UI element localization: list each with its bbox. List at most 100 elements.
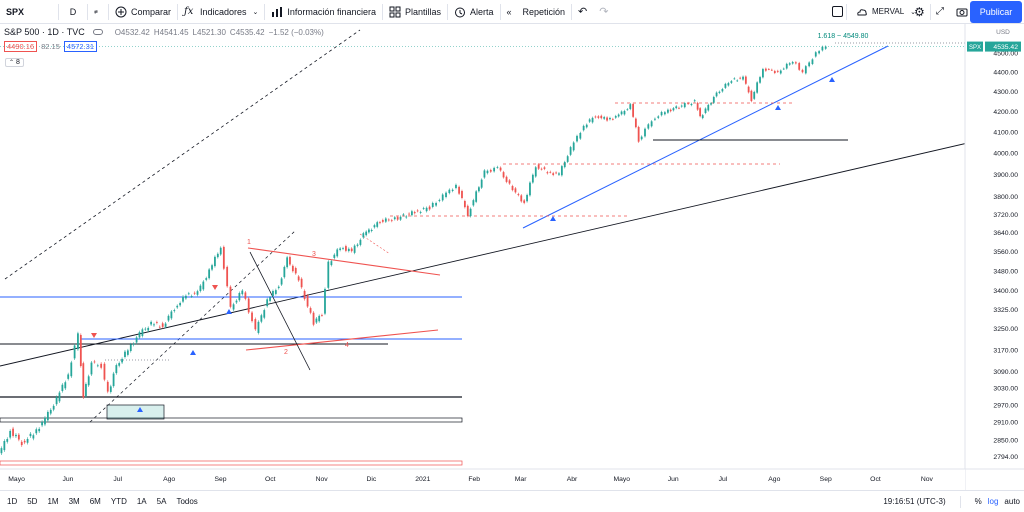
- candle-body: [724, 83, 727, 88]
- indicators-label: Indicadores: [200, 6, 247, 17]
- time-tick-label: Ago: [163, 476, 175, 483]
- settings-button[interactable]: ⚙: [908, 0, 931, 24]
- price-axis[interactable]: USD 2794.00 2850.00 2910.00 2970.00 3030.00 30…: [0, 24, 1024, 490]
- layout-button[interactable]: MERVAL ⌄: [850, 0, 922, 24]
- candle-body: [678, 107, 680, 109]
- time-axis[interactable]: Mayo Jun Jul Ago Sep Oct Nov Dic 2021 Feb Mar Abr Ma…: [0, 468, 1024, 490]
- candle-body: [85, 384, 87, 397]
- compare-label: Comparar: [131, 6, 172, 17]
- replay-button[interactable]: « Repetición: [501, 0, 572, 24]
- candle-body: [274, 290, 277, 294]
- clock-label[interactable]: 19:16:51 (UTC-3): [883, 497, 946, 506]
- price-chart[interactable]: 1 2 3 4 1.618 ~ 4549.80 USD 2794.00 2850.00 291…: [0, 24, 1024, 490]
- candle-body: [294, 268, 297, 274]
- indicator-count-toggle[interactable]: ⌃ 8: [5, 58, 24, 67]
- price-tick-label: 2910.00: [993, 420, 1018, 427]
- candle-body: [537, 164, 540, 169]
- candle-body: [801, 69, 804, 73]
- time-tick-label: Jun: [62, 476, 73, 483]
- chart-type-button[interactable]: [88, 0, 108, 24]
- indicators-button[interactable]: ƒx Indicadores ⌄: [178, 0, 264, 24]
- buy-arrow-icon: [550, 216, 556, 221]
- range-button[interactable]: 6M: [89, 497, 101, 506]
- toolbar-divider: [87, 3, 88, 20]
- candle-body: [321, 315, 323, 316]
- candle-body: [260, 315, 263, 322]
- interval-button[interactable]: D: [59, 0, 87, 24]
- candle-body: [693, 100, 696, 102]
- candle-body: [333, 254, 336, 258]
- candle-body: [582, 125, 585, 131]
- candle-body: [654, 118, 656, 120]
- candle-body: [222, 246, 225, 269]
- price-tick-label: 2970.00: [993, 402, 1018, 409]
- dashed-trend-line: [89, 230, 296, 423]
- candle-body: [35, 429, 38, 434]
- candle-body: [814, 52, 817, 57]
- redo-button[interactable]: ↷: [593, 0, 614, 24]
- publish-button[interactable]: Publicar: [970, 1, 1022, 23]
- candle-body: [38, 428, 41, 432]
- legend-title[interactable]: S&P 500 · 1D · TVC: [4, 27, 85, 37]
- range-button[interactable]: 1A: [136, 497, 147, 506]
- candle-body: [422, 208, 425, 209]
- candle-body: [196, 291, 199, 295]
- ask-price[interactable]: 4572.31: [63, 41, 98, 52]
- percent-toggle[interactable]: %: [974, 497, 982, 506]
- range-button[interactable]: YTD: [110, 497, 127, 506]
- candle-body: [141, 329, 144, 336]
- range-button[interactable]: 1D: [7, 497, 18, 506]
- candle-body: [794, 62, 797, 64]
- wave-label: 1: [247, 239, 251, 246]
- candle-body: [496, 167, 499, 168]
- price-tick-label: 3250.00: [993, 326, 1018, 333]
- symbol-search-button[interactable]: SPX: [0, 0, 58, 24]
- candle-body: [764, 68, 767, 71]
- candle-body: [529, 182, 531, 196]
- undo-button[interactable]: ↶: [572, 0, 593, 24]
- candle-body: [675, 106, 678, 109]
- log-toggle[interactable]: log: [987, 497, 999, 506]
- candle-body: [384, 218, 387, 222]
- fullscreen-toggle-button[interactable]: [826, 0, 849, 24]
- grid-icon: [389, 6, 401, 17]
- snapshot-button[interactable]: [950, 0, 978, 24]
- range-button[interactable]: Todos: [176, 497, 198, 506]
- range-button[interactable]: 3M: [68, 497, 80, 506]
- candle-body: [699, 108, 702, 117]
- auto-toggle[interactable]: auto: [1004, 497, 1020, 506]
- candle-body: [663, 112, 666, 115]
- templates-label: Plantillas: [404, 6, 441, 17]
- candle-body: [650, 121, 653, 127]
- candle-body: [238, 292, 241, 301]
- candle-body: [269, 297, 271, 301]
- candle-body: [286, 257, 289, 268]
- financials-button[interactable]: Información financiera: [265, 0, 382, 24]
- expand-button[interactable]: ⤢: [930, 0, 950, 24]
- range-button[interactable]: 5D: [27, 497, 38, 506]
- bid-price[interactable]: 4490.16: [4, 41, 38, 52]
- candle-body: [147, 327, 150, 331]
- wave-label: 3: [312, 251, 316, 258]
- candle-body: [0, 448, 3, 454]
- toolbar-divider: [381, 3, 383, 20]
- candle-body: [788, 63, 791, 65]
- time-tick-label: Sep: [214, 476, 226, 483]
- candle-body: [153, 324, 155, 326]
- eye-icon[interactable]: [92, 29, 103, 35]
- toolbar-divider: [58, 3, 59, 20]
- spread-value: 82.15: [41, 42, 60, 51]
- candle-body: [466, 205, 469, 216]
- candle-body: [336, 249, 339, 257]
- candle-body: [73, 345, 76, 359]
- range-button[interactable]: 1M: [47, 497, 59, 506]
- chevron-down-icon: ⌃: [9, 60, 15, 66]
- compare-button[interactable]: Comparar: [109, 0, 177, 24]
- range-button[interactable]: 5A: [156, 497, 167, 506]
- alert-button[interactable]: Alerta: [448, 0, 500, 24]
- redo-icon: ↷: [599, 6, 609, 18]
- wedge-line: [249, 251, 311, 371]
- last-price-tag: [985, 41, 1021, 52]
- templates-button[interactable]: Plantillas: [383, 0, 447, 24]
- candle-body: [182, 296, 184, 302]
